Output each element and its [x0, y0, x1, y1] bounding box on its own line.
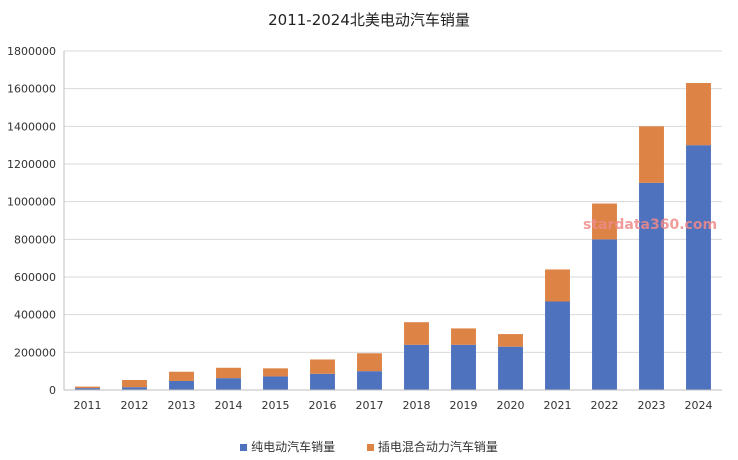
bar-phev-2019[interactable]	[451, 328, 476, 345]
bar-phev-2011[interactable]	[75, 386, 100, 389]
bar-bev-2012[interactable]	[122, 387, 147, 390]
bar-phev-2014[interactable]	[216, 367, 241, 379]
axes	[63, 51, 722, 391]
bar-bev-2021[interactable]	[545, 301, 570, 390]
bar-phev-2012[interactable]	[122, 380, 147, 388]
x-tick-label: 2020	[497, 399, 525, 412]
legend: 纯电动汽车销量 插电混合动力汽车销量	[0, 438, 738, 455]
bar-bev-2022[interactable]	[592, 239, 617, 390]
bar-bev-2018[interactable]	[404, 344, 429, 390]
bar-phev-2018[interactable]	[404, 322, 429, 345]
bar-bev-2011[interactable]	[75, 388, 100, 390]
y-tick-label: 1000000	[7, 196, 56, 209]
x-tick-label: 2019	[450, 399, 478, 412]
x-tick-label: 2014	[215, 399, 243, 412]
x-tick-labels: 2011 2012 2013 2014 2015 2016 2017 2018 2019 2020…	[74, 399, 713, 412]
gridlines	[64, 50, 722, 353]
x-tick-label: 2016	[309, 399, 337, 412]
bar-phev-2017[interactable]	[357, 353, 382, 372]
bar-bev-2016[interactable]	[310, 373, 335, 390]
bar-phev-2016[interactable]	[310, 359, 335, 374]
y-tick-label: 1200000	[7, 158, 56, 171]
y-tick-labels: 0 200000 400000 600000 800000 1000000 1200000 1…	[7, 45, 56, 397]
y-tick-label: 800000	[14, 233, 56, 246]
legend-swatch-phev	[366, 444, 374, 451]
legend-item-phev[interactable]: 插电混合动力汽车销量	[366, 438, 498, 455]
x-tick-label: 2023	[638, 399, 666, 412]
x-tick-label: 2012	[121, 399, 149, 412]
y-tick-label: 600000	[14, 271, 56, 284]
bar-bev-2019[interactable]	[451, 344, 476, 390]
y-tick-label: 1600000	[7, 83, 56, 96]
y-tick-label: 1800000	[7, 45, 56, 58]
bar-phev-2024[interactable]	[686, 83, 711, 146]
bar-phev-2023[interactable]	[639, 126, 664, 183]
bar-phev-2020[interactable]	[498, 334, 523, 347]
legend-swatch-bev	[240, 444, 248, 451]
chart-title: 2011-2024北美电动汽车销量	[268, 11, 470, 29]
x-tick-label: 2011	[74, 399, 102, 412]
x-tick-label: 2015	[262, 399, 290, 412]
bar-bev-2015[interactable]	[263, 376, 288, 390]
bar-phev-2021[interactable]	[545, 269, 570, 302]
bar-phev-2013[interactable]	[169, 371, 194, 381]
y-tick-label: 1400000	[7, 120, 56, 133]
bar-bev-2020[interactable]	[498, 346, 523, 390]
bars	[75, 83, 711, 390]
y-tick-label: 400000	[14, 309, 56, 322]
watermark-text: stardata360.com	[583, 217, 717, 233]
bar-bev-2024[interactable]	[686, 145, 711, 390]
x-tick-label: 2018	[403, 399, 431, 412]
bar-phev-2015[interactable]	[263, 368, 288, 377]
y-tick-label: 0	[49, 384, 56, 397]
bar-bev-2013[interactable]	[169, 380, 194, 390]
x-tick-label: 2017	[356, 399, 384, 412]
bar-bev-2017[interactable]	[357, 371, 382, 390]
y-tick-label: 200000	[14, 346, 56, 359]
x-tick-label: 2022	[591, 399, 619, 412]
x-tick-label: 2024	[685, 399, 713, 412]
bar-bev-2014[interactable]	[216, 378, 241, 390]
bar-bev-2023[interactable]	[639, 182, 664, 390]
legend-label-bev: 纯电动汽车销量	[251, 440, 336, 454]
bar-phev-2022[interactable]	[592, 203, 617, 240]
x-tick-label: 2013	[168, 399, 196, 412]
x-tick-label: 2021	[544, 399, 572, 412]
legend-label-phev: 插电混合动力汽车销量	[377, 440, 498, 454]
legend-item-bev[interactable]: 纯电动汽车销量	[240, 438, 335, 455]
